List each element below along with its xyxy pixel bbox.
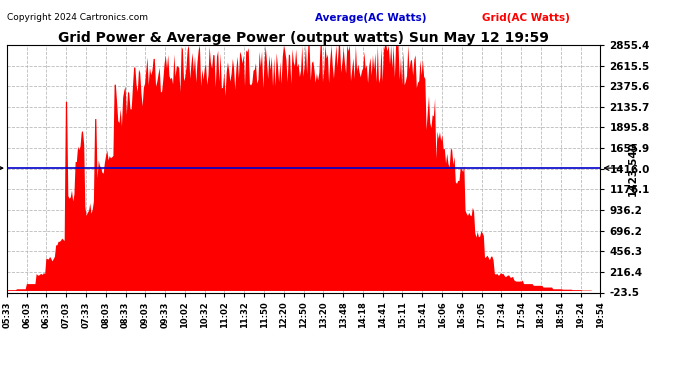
- Text: 1423.540: 1423.540: [0, 141, 3, 196]
- Text: 1423.540: 1423.540: [604, 141, 638, 196]
- Text: Average(AC Watts): Average(AC Watts): [315, 13, 427, 23]
- Text: Grid(AC Watts): Grid(AC Watts): [482, 13, 569, 23]
- Title: Grid Power & Average Power (output watts) Sun May 12 19:59: Grid Power & Average Power (output watts…: [58, 31, 549, 45]
- Text: Copyright 2024 Cartronics.com: Copyright 2024 Cartronics.com: [7, 13, 148, 22]
